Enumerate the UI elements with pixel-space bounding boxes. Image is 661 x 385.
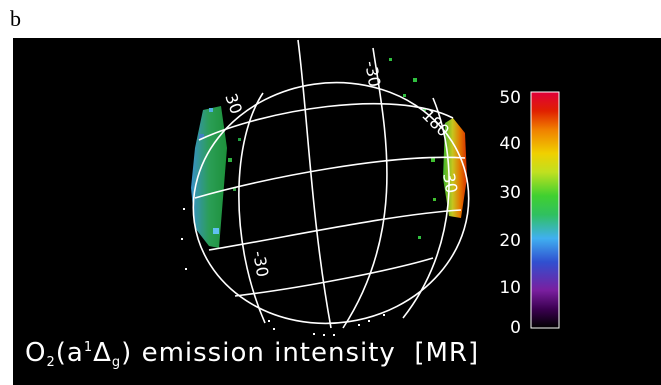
caption-paren: (a <box>55 338 84 368</box>
figure-caption: O2(a1Δg) emission intensity [MR] <box>25 338 479 370</box>
grid-label-lat-lower: -30 <box>249 249 272 278</box>
colorbar-tick-20: 20 <box>499 231 521 251</box>
globe-grid <box>192 39 470 329</box>
left-emission-band <box>191 106 241 248</box>
caption-sub2: g <box>111 355 122 370</box>
globe-map: -30 180 30 -30 30 <box>181 39 560 336</box>
limb-dots <box>181 208 385 336</box>
caption-prefix: O <box>25 338 47 368</box>
grid-label-lat-right: 30 <box>439 171 461 194</box>
caption-sup1: 1 <box>83 340 94 355</box>
colorbar-tick-10: 10 <box>499 278 521 298</box>
caption-delta: Δ <box>93 338 112 368</box>
grid-label-lon-top: -30 <box>361 59 384 88</box>
colorbar <box>530 91 560 329</box>
emission-map-figure: -30 180 30 -30 30 50 40 30 20 10 0 O2(a1… <box>13 38 661 385</box>
colorbar-tick-0: 0 <box>510 318 521 338</box>
colorbar-tick-50: 50 <box>499 88 521 108</box>
grid-label-lat-upper-left: 30 <box>221 91 246 117</box>
caption-sub1: 2 <box>46 355 56 370</box>
caption-rest: ) emission intensity [MR] <box>121 338 480 368</box>
colorbar-tick-40: 40 <box>499 134 521 154</box>
panel-letter: b <box>10 6 21 31</box>
colorbar-tick-30: 30 <box>499 183 521 203</box>
